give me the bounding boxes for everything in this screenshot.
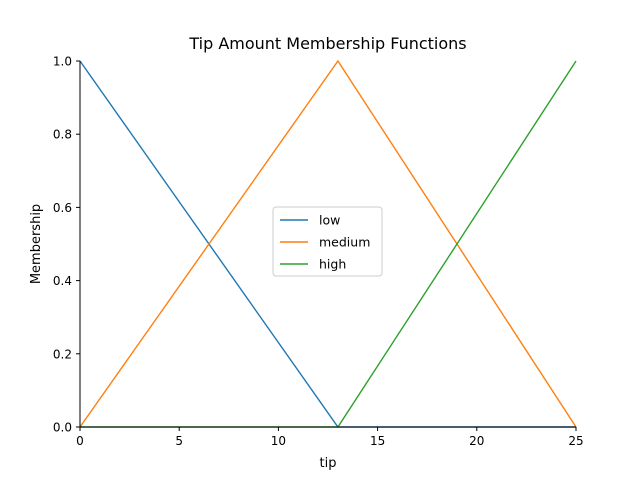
chart-title: Tip Amount Membership Functions bbox=[188, 34, 466, 53]
x-tick-label: 20 bbox=[469, 434, 484, 448]
y-tick-label: 0.8 bbox=[53, 128, 72, 142]
series-line-medium bbox=[79, 59, 577, 428]
x-tick-label: 10 bbox=[271, 434, 286, 448]
y-tick-label: 0.2 bbox=[53, 347, 72, 361]
x-tick-label: 25 bbox=[568, 434, 583, 448]
legend-label-high: high bbox=[319, 257, 346, 272]
legend-box bbox=[272, 206, 383, 277]
x-tick-label: 0 bbox=[76, 434, 84, 448]
legend-label-medium: medium bbox=[319, 235, 370, 250]
y-axis-label: Membership bbox=[29, 204, 44, 284]
legend-label-low: low bbox=[319, 213, 340, 228]
legend: low medium high bbox=[272, 206, 383, 277]
y-tick-label: 0.4 bbox=[53, 274, 72, 288]
y-tick-label: 0.6 bbox=[53, 201, 72, 215]
x-tick-label: 5 bbox=[175, 434, 183, 448]
y-tick-label: 1.0 bbox=[53, 55, 72, 69]
y-tick-label: 0.0 bbox=[53, 421, 72, 435]
x-axis-label: tip bbox=[320, 456, 337, 471]
x-tick-label: 15 bbox=[370, 434, 385, 448]
axes-layer: 0 5 10 15 20 25 0.0 0.2 0.4 0.6 0.8 1.0 bbox=[53, 55, 584, 449]
